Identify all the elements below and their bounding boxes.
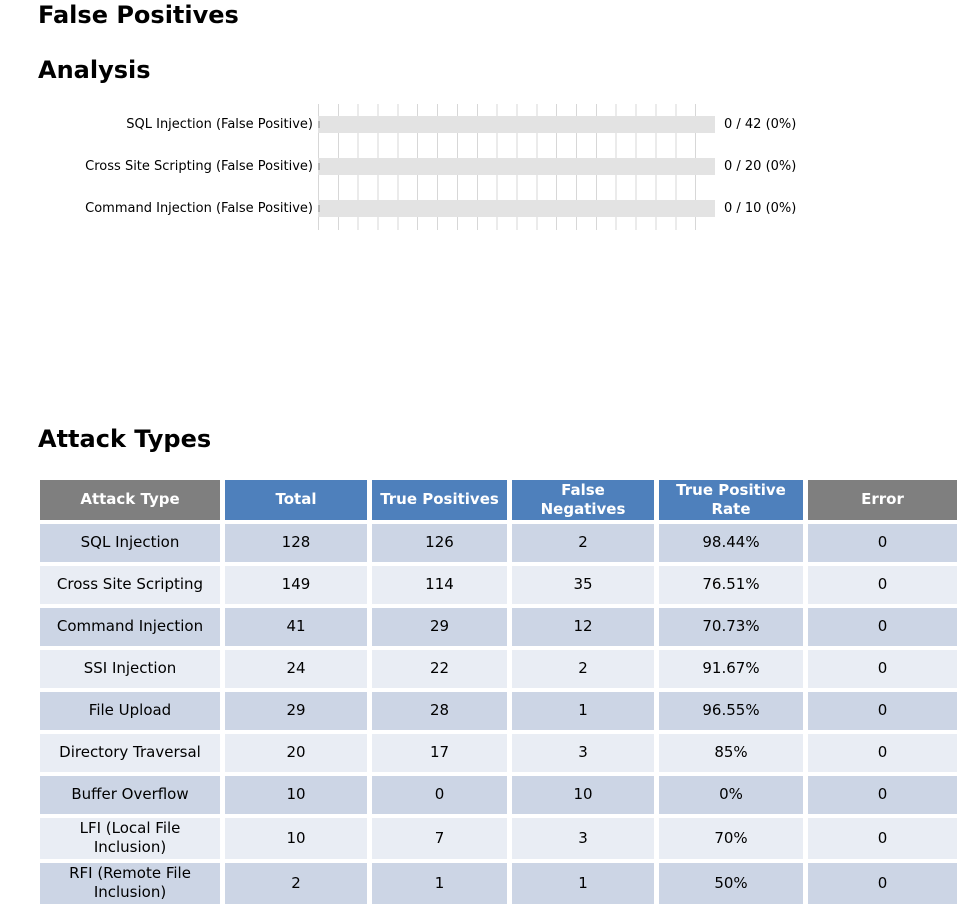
table-cell: 114 <box>372 565 507 604</box>
false-positives-chart: SQL Injection (False Positive) 0 / 42 (0… <box>0 104 979 231</box>
table-cell: 41 <box>225 607 367 646</box>
chart-value-label: 0 / 20 (0%) <box>724 159 797 175</box>
chart-value-label: 0 / 42 (0%) <box>724 117 797 133</box>
table-cell: 1 <box>372 862 507 904</box>
chart-category-label: Command Injection (False Positive) <box>85 201 313 217</box>
table-header-row: Attack Type Total True Positives False N… <box>40 479 957 520</box>
table-cell: 0 <box>808 817 957 859</box>
table-cell: 0 <box>808 775 957 814</box>
table-cell: 3 <box>512 817 654 859</box>
table-cell: 0 <box>808 691 957 730</box>
table-cell: 28 <box>372 691 507 730</box>
table-row: Command Injection 41 29 12 70.73% 0 <box>40 607 957 646</box>
table-cell: 50% <box>659 862 803 904</box>
table-cell: Command Injection <box>40 607 220 646</box>
column-header-total: Total <box>225 479 367 520</box>
table-cell: SQL Injection <box>40 523 220 562</box>
table-row: LFI (Local File Inclusion) 10 7 3 70% 0 <box>40 817 957 859</box>
table-cell: 96.55% <box>659 691 803 730</box>
table-cell: 98.44% <box>659 523 803 562</box>
table-cell: 0% <box>659 775 803 814</box>
table-cell: 10 <box>225 817 367 859</box>
column-header-error: Error <box>808 479 957 520</box>
table-cell: 29 <box>225 691 367 730</box>
table-cell: File Upload <box>40 691 220 730</box>
attack-types-table: Attack Type Total True Positives False N… <box>35 476 962 908</box>
table-cell: 24 <box>225 649 367 688</box>
chart-category-label: Cross Site Scripting (False Positive) <box>85 159 313 175</box>
table-cell: 10 <box>512 775 654 814</box>
table-cell: 29 <box>372 607 507 646</box>
table-cell: 2 <box>225 862 367 904</box>
table-cell: 149 <box>225 565 367 604</box>
chart-plot-area <box>318 146 715 189</box>
chart-bar-track <box>318 116 715 134</box>
column-header-false-negatives: False Negatives <box>512 479 654 520</box>
table-cell: 0 <box>808 523 957 562</box>
table-cell: 0 <box>808 565 957 604</box>
table-cell: 10 <box>225 775 367 814</box>
table-cell: 35 <box>512 565 654 604</box>
chart-bar-track <box>318 158 715 176</box>
table-cell: 1 <box>512 862 654 904</box>
column-header-true-positive-rate: True Positive Rate <box>659 479 803 520</box>
table-cell: 91.67% <box>659 649 803 688</box>
table-cell: 0 <box>808 649 957 688</box>
table-cell: 1 <box>512 691 654 730</box>
table-cell: 3 <box>512 733 654 772</box>
table-row: Directory Traversal 20 17 3 85% 0 <box>40 733 957 772</box>
table-cell: 128 <box>225 523 367 562</box>
table-row: SQL Injection 128 126 2 98.44% 0 <box>40 523 957 562</box>
table-cell: SSI Injection <box>40 649 220 688</box>
table-cell: 22 <box>372 649 507 688</box>
table-cell: 85% <box>659 733 803 772</box>
table-cell: 126 <box>372 523 507 562</box>
table-row: Buffer Overflow 10 0 10 0% 0 <box>40 775 957 814</box>
table-row: File Upload 29 28 1 96.55% 0 <box>40 691 957 730</box>
table-row: RFI (Remote File Inclusion) 2 1 1 50% 0 <box>40 862 957 904</box>
table-cell: 17 <box>372 733 507 772</box>
section-title-analysis: Analysis <box>38 55 151 84</box>
table-cell: LFI (Local File Inclusion) <box>40 817 220 859</box>
chart-value-label: 0 / 10 (0%) <box>724 201 797 217</box>
chart-category-label: SQL Injection (False Positive) <box>126 117 313 133</box>
table-cell: 0 <box>808 607 957 646</box>
column-header-true-positives: True Positives <box>372 479 507 520</box>
column-header-attack-type: Attack Type <box>40 479 220 520</box>
table-cell: 2 <box>512 649 654 688</box>
chart-plot-area <box>318 104 715 147</box>
table-cell: Directory Traversal <box>40 733 220 772</box>
chart-bar-track <box>318 200 715 218</box>
table-cell: 0 <box>372 775 507 814</box>
section-title-attack-types: Attack Types <box>38 425 212 454</box>
table-cell: 20 <box>225 733 367 772</box>
table-cell: 2 <box>512 523 654 562</box>
table-cell: 0 <box>808 733 957 772</box>
table-cell: 76.51% <box>659 565 803 604</box>
table-cell: 7 <box>372 817 507 859</box>
table-cell: Cross Site Scripting <box>40 565 220 604</box>
table-row: Cross Site Scripting 149 114 35 76.51% 0 <box>40 565 957 604</box>
table-cell: 12 <box>512 607 654 646</box>
table-cell: 70.73% <box>659 607 803 646</box>
table-cell: 70% <box>659 817 803 859</box>
page-title: False Positives <box>38 1 239 29</box>
table-cell: Buffer Overflow <box>40 775 220 814</box>
table-row: SSI Injection 24 22 2 91.67% 0 <box>40 649 957 688</box>
table-cell: 0 <box>808 862 957 904</box>
chart-plot-area <box>318 188 715 231</box>
table-cell: RFI (Remote File Inclusion) <box>40 862 220 904</box>
